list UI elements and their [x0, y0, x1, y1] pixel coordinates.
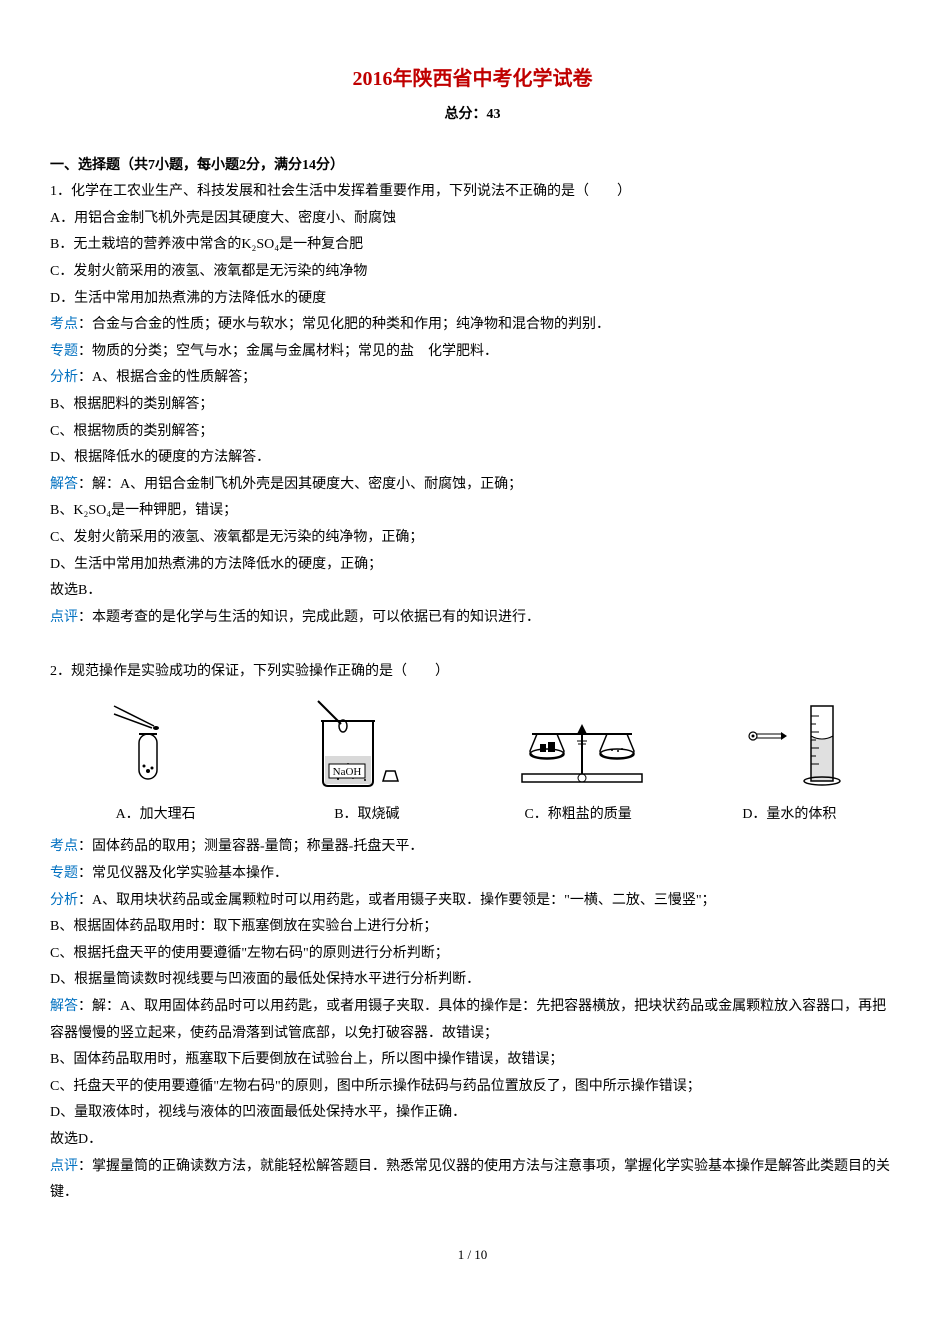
total-score: 总分：43	[50, 102, 895, 129]
q1-fenxi-d: D、根据降低水的硬度的方法解答．	[50, 445, 895, 472]
dianping-label: 点评	[50, 1159, 78, 1174]
exam-title: 2016年陕西省中考化学试卷	[50, 60, 895, 98]
q1-stem: 1．化学在工农业生产、科技发展和社会生活中发挥着重要作用，下列说法不正确的是（ …	[50, 179, 895, 206]
q1-fenxi-a: 分析：A、根据合金的性质解答；	[50, 365, 895, 392]
figure-d	[741, 696, 861, 796]
jieda-a-text: ：解：A、取用固体药品时可以用药匙，或者用镊子夹取．具体的操作是：先把容器横放，…	[50, 999, 886, 1041]
q2-kaodian: 考点：固体药品的取用；测量容器-量筒；称量器-托盘天平．	[50, 834, 895, 861]
jieda-label: 解答	[50, 999, 78, 1014]
figure-c	[492, 696, 672, 796]
caption-d: D．量水的体积	[699, 802, 879, 829]
figure-a	[84, 696, 204, 796]
naoh-bottle-icon: NaOH	[273, 696, 423, 796]
q2-answer: 故选D．	[50, 1127, 895, 1154]
q1-fenxi-b: B、根据肥料的类别解答；	[50, 392, 895, 419]
fenxi-a-text: ：A、取用块状药品或金属颗粒时可以用药匙，或者用镊子夹取．操作要领是："一横、二…	[78, 893, 716, 908]
dianping-text: ：本题考查的是化学与生活的知识，完成此题，可以依据已有的知识进行．	[78, 610, 540, 625]
caption-a: A．加大理石	[66, 802, 246, 829]
q2-fenxi-b: B、根据固体药品取用时：取下瓶塞倒放在实验台上进行分析；	[50, 914, 895, 941]
dianping-text: ：掌握量筒的正确读数方法，就能轻松解答题目．熟悉常见仪器的使用方法与注意事项，掌…	[50, 1159, 890, 1201]
q1-jieda-c: C、发射火箭采用的液氢、液氧都是无污染的纯净物，正确；	[50, 525, 895, 552]
kaodian-label: 考点	[50, 839, 78, 854]
q2-stem: 2．规范操作是实验成功的保证，下列实验操作正确的是（ ）	[50, 659, 895, 686]
dianping-label: 点评	[50, 610, 78, 625]
figure-b: NaOH	[273, 696, 423, 796]
test-tube-tweezers-icon	[84, 696, 204, 796]
q1-jieda-b: B、K₂SO₄是一种钾肥，错误；	[50, 498, 895, 525]
balance-scale-icon	[492, 696, 672, 796]
q1-jieda-d: D、生活中常用加热煮沸的方法降低水的硬度，正确；	[50, 552, 895, 579]
q1-fenxi-c: C、根据物质的类别解答；	[50, 419, 895, 446]
q2-dianping: 点评：掌握量筒的正确读数方法，就能轻松解答题目．熟悉常见仪器的使用方法与注意事项…	[50, 1154, 895, 1207]
q1-jieda-a: 解答：解：A、用铝合金制飞机外壳是因其硬度大、密度小、耐腐蚀，正确；	[50, 472, 895, 499]
jieda-a-text: ：解：A、用铝合金制飞机外壳是因其硬度大、密度小、耐腐蚀，正确；	[78, 477, 522, 492]
q1-answer: 故选B．	[50, 578, 895, 605]
fenxi-label: 分析	[50, 893, 78, 908]
q1-opt-a: A．用铝合金制飞机外壳是因其硬度大、密度小、耐腐蚀	[50, 206, 895, 233]
q1-zhuanti: 专题：物质的分类；空气与水；金属与金属材料；常见的盐 化学肥料．	[50, 339, 895, 366]
kaodian-label: 考点	[50, 317, 78, 332]
kaodian-text: ：固体药品的取用；测量容器-量筒；称量器-托盘天平．	[78, 839, 423, 854]
q2-fenxi-d: D、根据量筒读数时视线要与凹液面的最低处保持水平进行分析判断．	[50, 967, 895, 994]
section-1-header: 一、选择题（共7小题，每小题2分，满分14分）	[50, 153, 895, 180]
q2-jieda-c: C、托盘天平的使用要遵循"左物右码"的原则，图中所示操作砝码与药品位置放反了，图…	[50, 1074, 895, 1101]
q1-dianping: 点评：本题考查的是化学与生活的知识，完成此题，可以依据已有的知识进行．	[50, 605, 895, 632]
kaodian-text: ：合金与合金的性质；硬水与软水；常见化肥的种类和作用；纯净物和混合物的判别．	[78, 317, 610, 332]
caption-c: C．称粗盐的质量	[488, 802, 668, 829]
zhuanti-label: 专题	[50, 866, 78, 881]
q1-kaodian: 考点：合金与合金的性质；硬水与软水；常见化肥的种类和作用；纯净物和混合物的判别．	[50, 312, 895, 339]
q1-opt-b: B．无土栽培的营养液中常含的K₂SO₄是一种复合肥	[50, 232, 895, 259]
q2-figures-row: NaOH	[50, 696, 895, 796]
q2-jieda-b: B、固体药品取用时，瓶塞取下后要倒放在试验台上，所以图中操作错误，故错误；	[50, 1047, 895, 1074]
q2-fenxi-c: C、根据托盘天平的使用要遵循"左物右码"的原则进行分析判断；	[50, 941, 895, 968]
q1-opt-c: C．发射火箭采用的液氢、液氧都是无污染的纯净物	[50, 259, 895, 286]
zhuanti-text: ：物质的分类；空气与水；金属与金属材料；常见的盐 化学肥料．	[78, 344, 498, 359]
q2-jieda-a: 解答：解：A、取用固体药品时可以用药匙，或者用镊子夹取．具体的操作是：先把容器横…	[50, 994, 895, 1047]
q2-zhuanti: 专题：常见仪器及化学实验基本操作．	[50, 861, 895, 888]
zhuanti-text: ：常见仪器及化学实验基本操作．	[78, 866, 288, 881]
zhuanti-label: 专题	[50, 344, 78, 359]
fenxi-label: 分析	[50, 370, 78, 385]
caption-b: B．取烧碱	[277, 802, 457, 829]
jieda-label: 解答	[50, 477, 78, 492]
q2-jieda-d: D、量取液体时，视线与液体的凹液面最低处保持水平，操作正确．	[50, 1100, 895, 1127]
q1-opt-d: D．生活中常用加热煮沸的方法降低水的硬度	[50, 286, 895, 313]
q2-fenxi-a: 分析：A、取用块状药品或金属颗粒时可以用药匙，或者用镊子夹取．操作要领是："一横…	[50, 888, 895, 915]
page-number: 1 / 10	[50, 1243, 895, 1268]
graduated-cylinder-icon	[741, 696, 861, 796]
q2-captions-row: A．加大理石 B．取烧碱 C．称粗盐的质量 D．量水的体积	[50, 802, 895, 829]
fenxi-a-text: ：A、根据合金的性质解答；	[78, 370, 256, 385]
naoh-text: NaOH	[333, 766, 362, 778]
